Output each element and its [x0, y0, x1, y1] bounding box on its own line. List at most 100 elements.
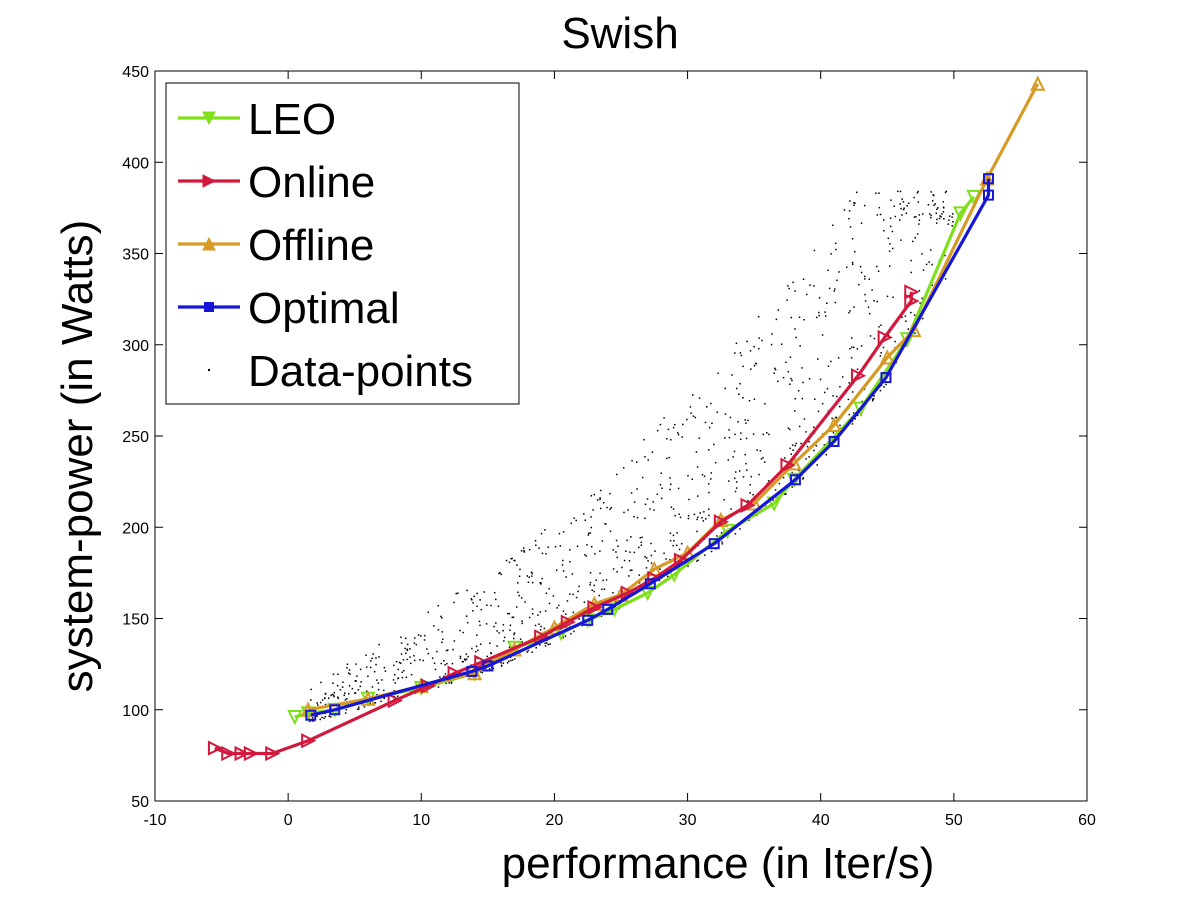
data-point — [614, 606, 616, 608]
data-point — [375, 657, 377, 659]
data-point — [609, 492, 611, 495]
offline-marker — [826, 416, 842, 433]
data-point — [627, 509, 629, 511]
online-marker — [587, 599, 603, 616]
data-point — [397, 668, 399, 671]
data-point — [790, 453, 793, 455]
data-point — [656, 493, 659, 496]
data-point — [521, 620, 523, 622]
data-point — [559, 545, 562, 547]
data-point — [633, 551, 636, 554]
data-point — [922, 213, 924, 215]
data-point — [612, 568, 615, 570]
data-point — [703, 475, 706, 478]
data-point — [621, 566, 623, 569]
data-point — [672, 426, 675, 429]
legend-marker — [204, 302, 214, 312]
data-point — [506, 662, 509, 664]
data-point — [675, 544, 678, 547]
data-point — [911, 240, 914, 243]
data-point — [321, 699, 324, 701]
data-point — [805, 458, 807, 460]
legend-item: Online — [178, 158, 375, 207]
data-point — [513, 632, 516, 634]
data-point — [701, 473, 704, 476]
data-point — [791, 379, 793, 382]
data-point — [636, 461, 638, 463]
data-point — [798, 469, 800, 472]
optimal-marker — [329, 704, 341, 716]
data-point — [918, 214, 921, 216]
data-point — [823, 444, 826, 446]
data-point — [324, 715, 327, 718]
data-point — [898, 219, 901, 221]
data-point — [378, 656, 380, 658]
data-point — [887, 237, 890, 240]
data-point — [569, 593, 571, 595]
data-point — [745, 462, 747, 465]
data-point — [527, 581, 530, 583]
data-point — [746, 340, 748, 343]
data-point — [576, 545, 579, 548]
data-point — [639, 537, 642, 539]
data-point — [538, 623, 540, 625]
data-point — [641, 476, 644, 479]
data-point — [824, 315, 827, 317]
data-point — [426, 648, 428, 650]
data-point — [569, 561, 571, 563]
data-point — [584, 554, 586, 556]
data-point — [879, 355, 882, 357]
data-point — [535, 647, 537, 649]
data-point — [441, 641, 443, 644]
data-point — [495, 598, 497, 601]
y-tick-label: 400 — [122, 155, 149, 172]
data-point — [514, 559, 516, 562]
data-point — [667, 428, 670, 431]
data-point — [500, 665, 503, 667]
data-point — [398, 661, 401, 664]
data-point — [696, 466, 699, 468]
series-line-offline — [307, 83, 1040, 712]
data-point — [834, 288, 836, 290]
data-point — [738, 470, 741, 472]
data-point — [473, 595, 475, 598]
data-point — [445, 649, 448, 652]
data-point — [899, 203, 901, 205]
data-point — [508, 646, 511, 648]
data-point — [739, 352, 742, 354]
data-point — [583, 601, 586, 603]
data-point — [907, 202, 910, 205]
data-point — [311, 720, 314, 722]
optimal-marker — [708, 538, 720, 550]
data-point — [787, 285, 789, 287]
data-point — [947, 223, 949, 225]
data-point — [659, 484, 662, 486]
data-point — [561, 564, 564, 566]
data-point — [900, 239, 902, 241]
data-point — [509, 624, 512, 627]
data-point — [465, 615, 468, 617]
data-point — [629, 569, 632, 572]
data-point — [784, 457, 786, 459]
data-point — [461, 660, 464, 663]
data-point — [777, 309, 780, 311]
legend-marker — [202, 236, 216, 251]
data-point — [879, 389, 882, 392]
data-point — [817, 410, 820, 413]
data-point — [623, 559, 626, 562]
data-point — [795, 336, 797, 339]
data-point — [801, 367, 803, 369]
data-point — [698, 437, 701, 439]
data-point — [625, 550, 627, 552]
data-point — [670, 506, 673, 508]
data-point — [629, 551, 631, 553]
data-point — [348, 693, 350, 695]
data-point — [782, 376, 785, 379]
data-point — [897, 190, 899, 193]
online-marker — [904, 293, 920, 309]
data-point — [845, 266, 848, 268]
data-point — [405, 637, 407, 640]
x-tick-label: 30 — [679, 812, 697, 829]
data-point — [610, 506, 613, 509]
data-point — [851, 263, 854, 266]
